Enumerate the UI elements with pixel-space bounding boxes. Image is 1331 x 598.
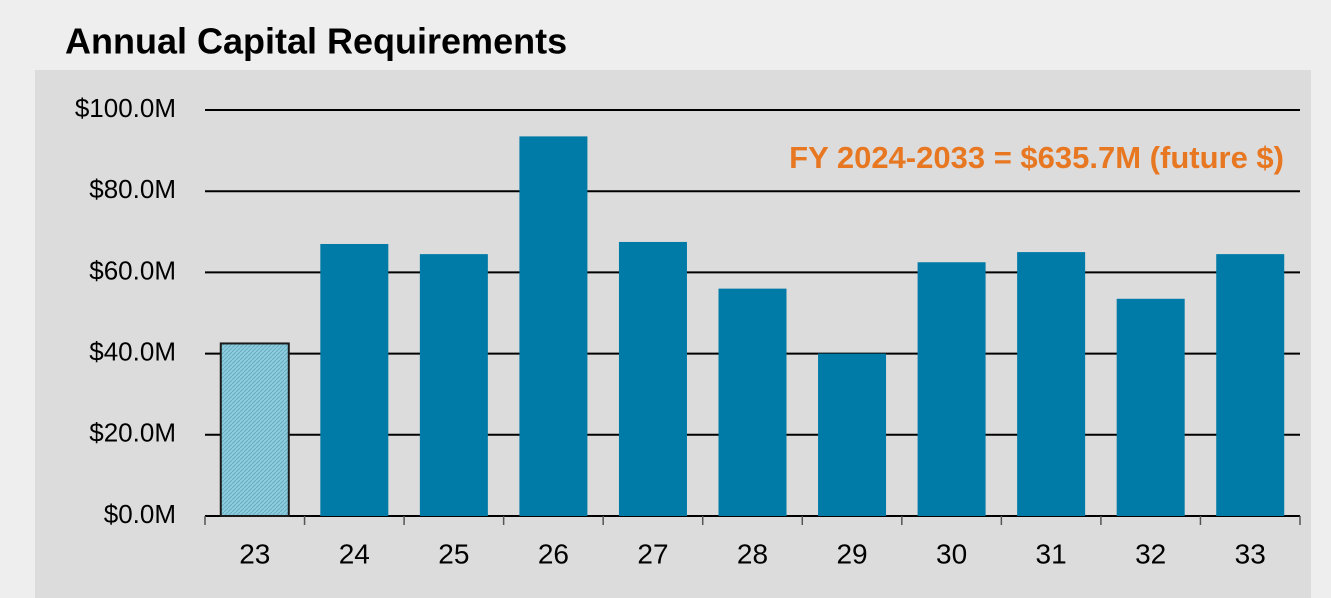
y-tick-label: $40.0M bbox=[89, 336, 176, 366]
bar bbox=[219, 342, 290, 518]
x-tick-label: 27 bbox=[637, 538, 668, 569]
bar bbox=[419, 254, 488, 516]
x-tick-label: 25 bbox=[438, 538, 469, 569]
x-tick-label: 29 bbox=[836, 538, 867, 569]
bar bbox=[917, 262, 986, 516]
y-tick-label: $80.0M bbox=[89, 174, 176, 204]
bar bbox=[618, 241, 687, 516]
bar bbox=[818, 353, 887, 516]
x-tick-label: 26 bbox=[538, 538, 569, 569]
chart-title: Annual Capital Requirements bbox=[65, 21, 567, 62]
y-tick-label: $100.0M bbox=[75, 93, 176, 123]
x-tick-label: 33 bbox=[1235, 538, 1266, 569]
x-tick-label: 30 bbox=[936, 538, 967, 569]
bar bbox=[1017, 252, 1086, 516]
x-tick-label: 28 bbox=[737, 538, 768, 569]
bar bbox=[320, 243, 389, 517]
x-tick-label: 31 bbox=[1036, 538, 1067, 569]
annotation: FY 2024-2033 = $635.7M (future $) bbox=[789, 140, 1284, 175]
y-tick-label: $60.0M bbox=[89, 255, 176, 285]
bar bbox=[519, 136, 588, 516]
x-tick-label: 32 bbox=[1135, 538, 1166, 569]
bar bbox=[718, 288, 787, 516]
bar bbox=[1216, 254, 1285, 516]
bar bbox=[1116, 298, 1185, 516]
y-tick-label: $20.0M bbox=[89, 418, 176, 448]
x-tick-label: 23 bbox=[239, 538, 270, 569]
y-tick-label: $0.0M bbox=[104, 499, 176, 529]
x-tick-label: 24 bbox=[339, 538, 370, 569]
